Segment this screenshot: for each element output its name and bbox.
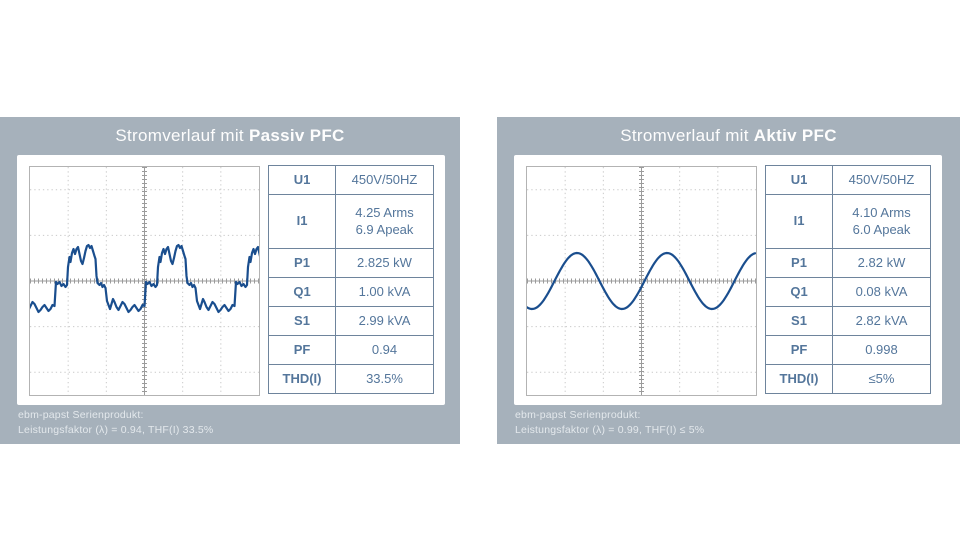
panel-title-emphasis: Aktiv PFC: [753, 126, 837, 145]
measurement-card: U1 450V/50HZ I1 4.10 Arms 6.0 Apeak P1 2.82 kW…: [514, 155, 942, 405]
measurement-card: U1 450V/50HZ I1 4.25 Arms 6.9 Apeak P1 2.825 k…: [17, 155, 445, 405]
panel-aktiv-pfc: Stromverlauf mit Aktiv PFC U1 450V/50HZ I1…: [497, 117, 960, 444]
measurement-value: 2.99 kVA: [335, 306, 434, 336]
measurement-value: 33.5%: [335, 364, 434, 394]
oscilloscope-plot-aktiv: [526, 166, 757, 396]
measurement-label: U1: [765, 165, 833, 195]
measurement-table-body: U1 450V/50HZ I1 4.10 Arms 6.0 Apeak P1 2.82 kW…: [765, 165, 931, 394]
measurement-value: 2.82 kW: [832, 248, 931, 278]
measurement-label: PF: [765, 335, 833, 365]
table-row: I1 4.10 Arms 6.0 Apeak: [765, 194, 931, 249]
measurement-label: S1: [268, 306, 336, 336]
footer-line-2: Leistungsfaktor (λ) = 0.99, THF(I) ≤ 5%: [515, 424, 705, 437]
measurement-label: I1: [268, 194, 336, 249]
measurement-label: Q1: [268, 277, 336, 307]
measurement-label: PF: [268, 335, 336, 365]
panel-footer: ebm-papst Serienprodukt: Leistungsfaktor…: [18, 408, 213, 438]
panel-passiv-pfc: Stromverlauf mit Passiv PFC U1 450V/50HZ I…: [0, 117, 460, 444]
measurement-label: P1: [268, 248, 336, 278]
footer-line-2: Leistungsfaktor (λ) = 0.94, THF(I) 33.5%: [18, 424, 214, 437]
measurement-value: 4.25 Arms 6.9 Apeak: [335, 194, 434, 249]
measurement-value: 4.10 Arms 6.0 Apeak: [832, 194, 931, 249]
panel-title-prefix: Stromverlauf mit: [115, 126, 244, 145]
measurement-label: Q1: [765, 277, 833, 307]
panel-footer: ebm-papst Serienprodukt: Leistungsfaktor…: [515, 408, 704, 438]
table-row: Q1 0.08 kVA: [765, 277, 931, 307]
measurement-label: P1: [765, 248, 833, 278]
measurement-value: 2.825 kW: [335, 248, 434, 278]
panel-title: Stromverlauf mit Passiv PFC: [0, 117, 460, 146]
measurement-value: 1.00 kVA: [335, 277, 434, 307]
table-row: U1 450V/50HZ: [765, 165, 931, 195]
measurement-label: S1: [765, 306, 833, 336]
footer-line-1: ebm-papst Serienprodukt:: [515, 409, 641, 421]
table-row: THD(I) ≤5%: [765, 364, 931, 394]
measurement-value: 2.82 kVA: [832, 306, 931, 336]
measurement-value: 0.998: [832, 335, 931, 365]
panel-title-prefix: Stromverlauf mit: [620, 126, 749, 145]
measurement-value: 0.94: [335, 335, 434, 365]
table-row: S1 2.82 kVA: [765, 306, 931, 336]
measurement-value: 450V/50HZ: [335, 165, 434, 195]
table-row: PF 0.998: [765, 335, 931, 365]
measurement-value: ≤5%: [832, 364, 931, 394]
footer-line-1: ebm-papst Serienprodukt:: [18, 409, 144, 421]
table-row: P1 2.825 kW: [268, 248, 434, 278]
measurement-value: 450V/50HZ: [832, 165, 931, 195]
table-row: I1 4.25 Arms 6.9 Apeak: [268, 194, 434, 249]
panel-title-emphasis: Passiv PFC: [248, 126, 345, 145]
table-row: PF 0.94: [268, 335, 434, 365]
measurement-label: I1: [765, 194, 833, 249]
table-row: P1 2.82 kW: [765, 248, 931, 278]
measurement-table-body: U1 450V/50HZ I1 4.25 Arms 6.9 Apeak P1 2.825 k…: [268, 165, 434, 394]
oscilloscope-plot-passiv: [29, 166, 260, 396]
table-row: S1 2.99 kVA: [268, 306, 434, 336]
table-row: THD(I) 33.5%: [268, 364, 434, 394]
measurement-value: 0.08 kVA: [832, 277, 931, 307]
measurement-table: U1 450V/50HZ I1 4.25 Arms 6.9 Apeak P1 2.825 k…: [268, 165, 434, 394]
measurement-label: U1: [268, 165, 336, 195]
measurement-label: THD(I): [268, 364, 336, 394]
table-row: Q1 1.00 kVA: [268, 277, 434, 307]
measurement-table: U1 450V/50HZ I1 4.10 Arms 6.0 Apeak P1 2.82 kW…: [765, 165, 931, 394]
table-row: U1 450V/50HZ: [268, 165, 434, 195]
panel-title: Stromverlauf mit Aktiv PFC: [497, 117, 960, 146]
measurement-label: THD(I): [765, 364, 833, 394]
